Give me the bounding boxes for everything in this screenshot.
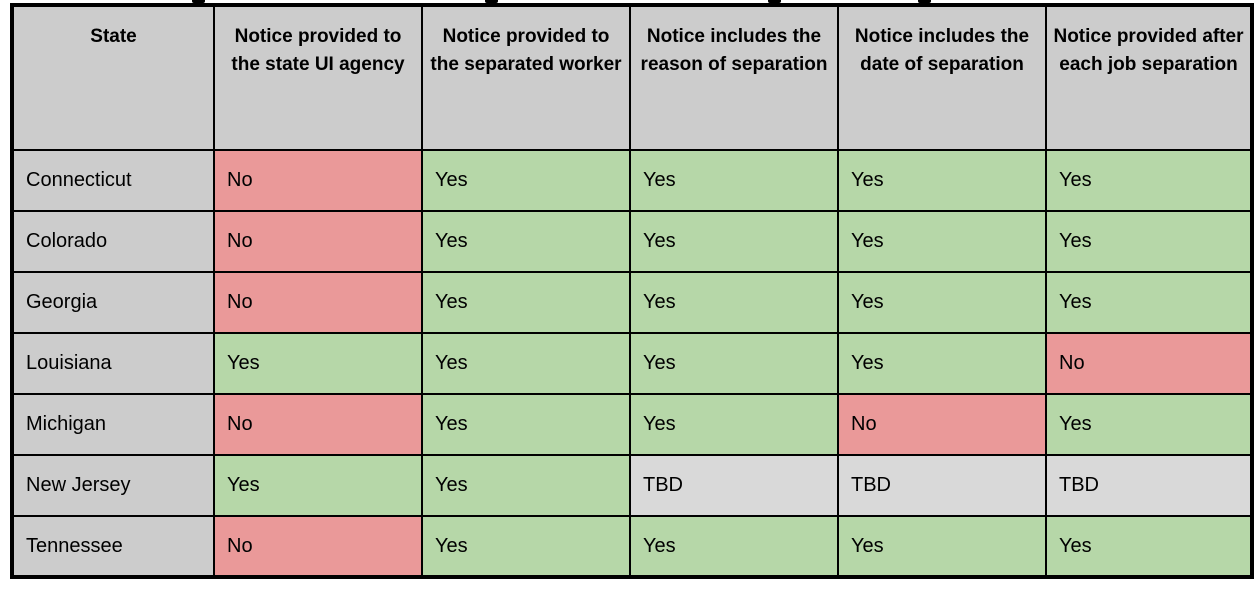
status-cell-tbd: TBD	[629, 454, 839, 517]
table-row: Georgia No Yes Yes Yes Yes	[11, 271, 1253, 334]
status-cell-no: No	[213, 515, 423, 578]
state-cell: Georgia	[11, 271, 215, 334]
status-cell-yes: Yes	[421, 210, 631, 273]
column-header-state: State	[11, 4, 215, 151]
status-cell-tbd: TBD	[1045, 454, 1253, 517]
status-cell-no: No	[213, 210, 423, 273]
column-header-notice-state-ui-agency: Notice provided to the state UI agency	[213, 4, 423, 151]
status-cell-no: No	[213, 149, 423, 212]
status-cell-yes: Yes	[629, 515, 839, 578]
status-cell-no: No	[837, 393, 1047, 456]
status-cell-yes: Yes	[629, 149, 839, 212]
status-cell-yes: Yes	[421, 515, 631, 578]
state-notice-requirements-table: State Notice provided to the state UI age…	[10, 3, 1254, 579]
status-cell-yes: Yes	[1045, 271, 1253, 334]
cropped-title-text-remnant	[918, 0, 931, 3]
status-cell-yes: Yes	[629, 393, 839, 456]
state-cell: Colorado	[11, 210, 215, 273]
status-cell-yes: Yes	[213, 332, 423, 395]
table-row: Colorado No Yes Yes Yes Yes	[11, 210, 1253, 273]
status-cell-yes: Yes	[837, 271, 1047, 334]
table-body: Connecticut No Yes Yes Yes Yes Colorado No Yes Ye…	[11, 149, 1253, 578]
column-header-notice-reason-of-separation: Notice includes the reason of separation	[629, 4, 839, 151]
status-cell-yes: Yes	[837, 515, 1047, 578]
table-row: Connecticut No Yes Yes Yes Yes	[11, 149, 1253, 212]
table-header: State Notice provided to the state UI age…	[11, 4, 1253, 151]
status-cell-yes: Yes	[213, 454, 423, 517]
status-cell-no: No	[1045, 332, 1253, 395]
state-cell: Louisiana	[11, 332, 215, 395]
status-cell-yes: Yes	[837, 149, 1047, 212]
status-cell-yes: Yes	[421, 393, 631, 456]
status-cell-yes: Yes	[837, 332, 1047, 395]
status-cell-yes: Yes	[837, 210, 1047, 273]
status-cell-yes: Yes	[1045, 210, 1253, 273]
cropped-title-text-remnant	[485, 0, 498, 3]
state-cell: Michigan	[11, 393, 215, 456]
state-cell: New Jersey	[11, 454, 215, 517]
status-cell-yes: Yes	[421, 454, 631, 517]
status-cell-yes: Yes	[1045, 393, 1253, 456]
column-header-notice-after-each-job-separation: Notice provided after each job separatio…	[1045, 4, 1253, 151]
state-cell: Tennessee	[11, 515, 215, 578]
status-cell-yes: Yes	[629, 271, 839, 334]
table-row: Tennessee No Yes Yes Yes Yes	[11, 515, 1253, 578]
status-cell-tbd: TBD	[837, 454, 1047, 517]
status-cell-yes: Yes	[421, 271, 631, 334]
table-row: New Jersey Yes Yes TBD TBD TBD	[11, 454, 1253, 517]
cropped-title-text-remnant	[192, 0, 205, 3]
cropped-title-text-remnant	[768, 0, 781, 3]
status-cell-no: No	[213, 393, 423, 456]
header-row: State Notice provided to the state UI age…	[11, 4, 1253, 151]
table-row: Louisiana Yes Yes Yes Yes No	[11, 332, 1253, 395]
status-cell-yes: Yes	[629, 210, 839, 273]
status-cell-yes: Yes	[421, 332, 631, 395]
column-header-notice-date-of-separation: Notice includes the date of separation	[837, 4, 1047, 151]
column-header-notice-separated-worker: Notice provided to the separated worker	[421, 4, 631, 151]
status-cell-no: No	[213, 271, 423, 334]
state-cell: Connecticut	[11, 149, 215, 212]
status-cell-yes: Yes	[629, 332, 839, 395]
status-cell-yes: Yes	[421, 149, 631, 212]
status-cell-yes: Yes	[1045, 149, 1253, 212]
table-row: Michigan No Yes Yes No Yes	[11, 393, 1253, 456]
status-cell-yes: Yes	[1045, 515, 1253, 578]
